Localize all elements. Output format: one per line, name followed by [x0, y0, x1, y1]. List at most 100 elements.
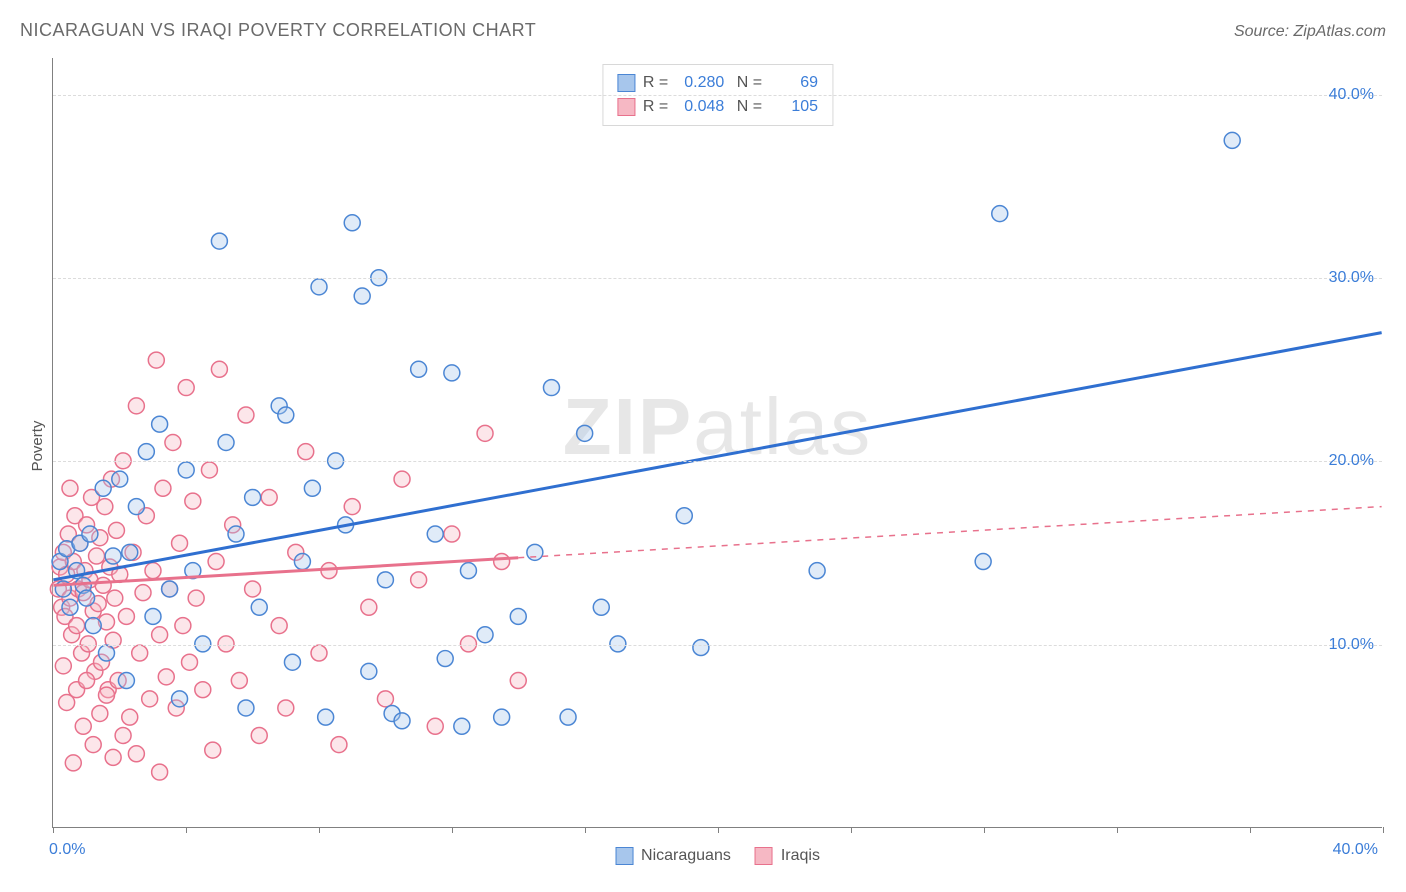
data-point [118, 673, 134, 689]
data-point [95, 577, 111, 593]
data-point [477, 425, 493, 441]
data-point [155, 480, 171, 496]
data-point [69, 618, 85, 634]
data-point [178, 380, 194, 396]
data-point [344, 215, 360, 231]
data-point [975, 554, 991, 570]
data-point [510, 608, 526, 624]
data-point [107, 590, 123, 606]
data-point [271, 618, 287, 634]
y-tick-label: 20.0% [1329, 452, 1374, 470]
data-point [142, 691, 158, 707]
data-point [145, 608, 161, 624]
gridline [53, 95, 1382, 96]
data-point [138, 444, 154, 460]
data-point [165, 435, 181, 451]
x-tick-label: 40.0% [1333, 841, 1378, 859]
data-point [411, 361, 427, 377]
data-point [278, 407, 294, 423]
y-tick-label: 40.0% [1329, 86, 1374, 104]
data-point [992, 206, 1008, 222]
data-point [55, 658, 71, 674]
data-point [178, 462, 194, 478]
x-tick [585, 827, 586, 833]
data-point [118, 608, 134, 624]
data-point [122, 544, 138, 560]
data-point [82, 526, 98, 542]
gridline [53, 461, 1382, 462]
data-point [128, 398, 144, 414]
y-tick-label: 10.0% [1329, 636, 1374, 654]
data-point [377, 691, 393, 707]
scatter-svg [53, 58, 1382, 827]
data-point [211, 361, 227, 377]
data-point [261, 489, 277, 505]
chart-title: NICARAGUAN VS IRAQI POVERTY CORRELATION … [20, 20, 536, 41]
chart-plot-area: ZIPatlas R =0.280 N =69 R =0.048 N =105 … [52, 58, 1382, 828]
data-point [298, 444, 314, 460]
data-point [354, 288, 370, 304]
data-point [809, 563, 825, 579]
x-tick [1250, 827, 1251, 833]
legend-swatch-nicaraguans-icon [615, 847, 633, 865]
data-point [427, 526, 443, 542]
data-point [208, 554, 224, 570]
data-point [527, 544, 543, 560]
data-point [112, 471, 128, 487]
data-point [284, 654, 300, 670]
data-point [85, 618, 101, 634]
data-point [238, 407, 254, 423]
source-attribution: Source: ZipAtlas.com [1234, 23, 1386, 41]
x-tick [851, 827, 852, 833]
data-point [577, 425, 593, 441]
legend-item-nicaraguans: Nicaraguans [615, 847, 731, 865]
x-tick [1383, 827, 1384, 833]
data-point [311, 645, 327, 661]
data-point [79, 590, 95, 606]
data-point [97, 499, 113, 515]
data-point [304, 480, 320, 496]
data-point [152, 416, 168, 432]
data-point [437, 651, 453, 667]
data-point [228, 526, 244, 542]
y-tick-label: 30.0% [1329, 269, 1374, 287]
legend-swatch-iraqis-icon [755, 847, 773, 865]
data-point [128, 499, 144, 515]
data-point [494, 554, 510, 570]
data-point [122, 709, 138, 725]
data-point [238, 700, 254, 716]
data-point [205, 742, 221, 758]
data-point [251, 599, 267, 615]
trend-line-extrapolated [518, 507, 1381, 558]
data-point [394, 713, 410, 729]
data-point [195, 682, 211, 698]
data-point [331, 737, 347, 753]
data-point [510, 673, 526, 689]
data-point [211, 233, 227, 249]
x-tick [319, 827, 320, 833]
data-point [318, 709, 334, 725]
data-point [105, 548, 121, 564]
data-point [444, 526, 460, 542]
data-point [152, 764, 168, 780]
data-point [218, 435, 234, 451]
data-point [311, 279, 327, 295]
data-point [477, 627, 493, 643]
data-point [361, 663, 377, 679]
data-point [105, 749, 121, 765]
data-point [172, 535, 188, 551]
data-point [132, 645, 148, 661]
data-point [62, 599, 78, 615]
data-point [152, 627, 168, 643]
data-point [294, 554, 310, 570]
data-point [593, 599, 609, 615]
legend-label-iraqis: Iraqis [781, 847, 820, 865]
data-point [560, 709, 576, 725]
data-point [145, 563, 161, 579]
data-point [135, 585, 151, 601]
data-point [494, 709, 510, 725]
data-point [251, 727, 267, 743]
data-point [693, 640, 709, 656]
data-point [62, 480, 78, 496]
data-point [394, 471, 410, 487]
